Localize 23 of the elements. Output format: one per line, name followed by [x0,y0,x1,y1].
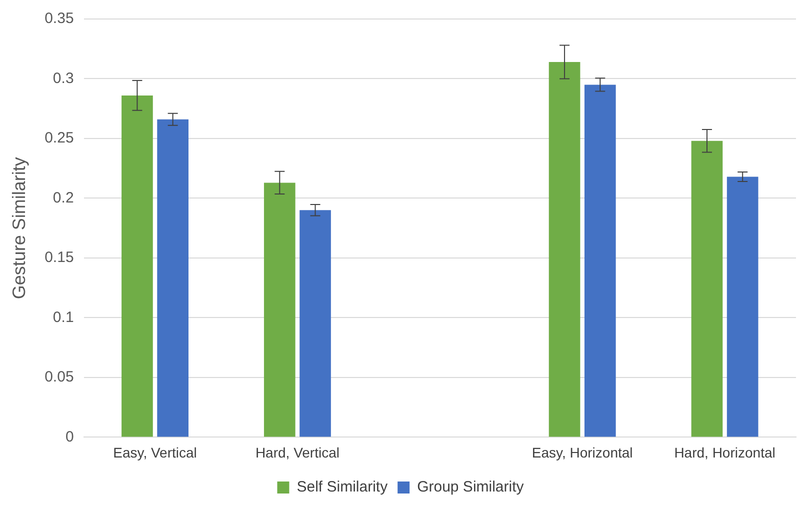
x-tick-label: Easy, Horizontal [532,444,633,460]
bar [122,95,153,437]
bar [157,119,188,437]
y-tick-label: 0.2 [52,189,74,206]
y-tick-label: 0.15 [44,249,74,266]
bar [264,182,296,437]
legend-label: Self Similarity [296,478,388,496]
bar [300,210,331,437]
x-tick-label: Hard, Horizontal [674,444,776,460]
legend-label: Group Similarity [417,478,524,496]
y-tick-label: 0 [65,428,74,446]
y-tick-label: 0.3 [52,70,74,87]
y-tick-label: 0.05 [44,368,74,386]
y-tick-label: 0.35 [44,10,74,28]
bar [584,84,616,437]
bar [726,176,758,437]
x-tick-label: Easy, Vertical [113,444,197,460]
bar [691,140,723,437]
x-tick-label: Hard, Vertical [255,444,340,460]
y-tick-label: 0.25 [44,130,74,147]
y-tick-label: 0.1 [52,308,74,326]
bar [548,62,580,437]
y-axis-title: Gesture Similarity [8,157,29,300]
